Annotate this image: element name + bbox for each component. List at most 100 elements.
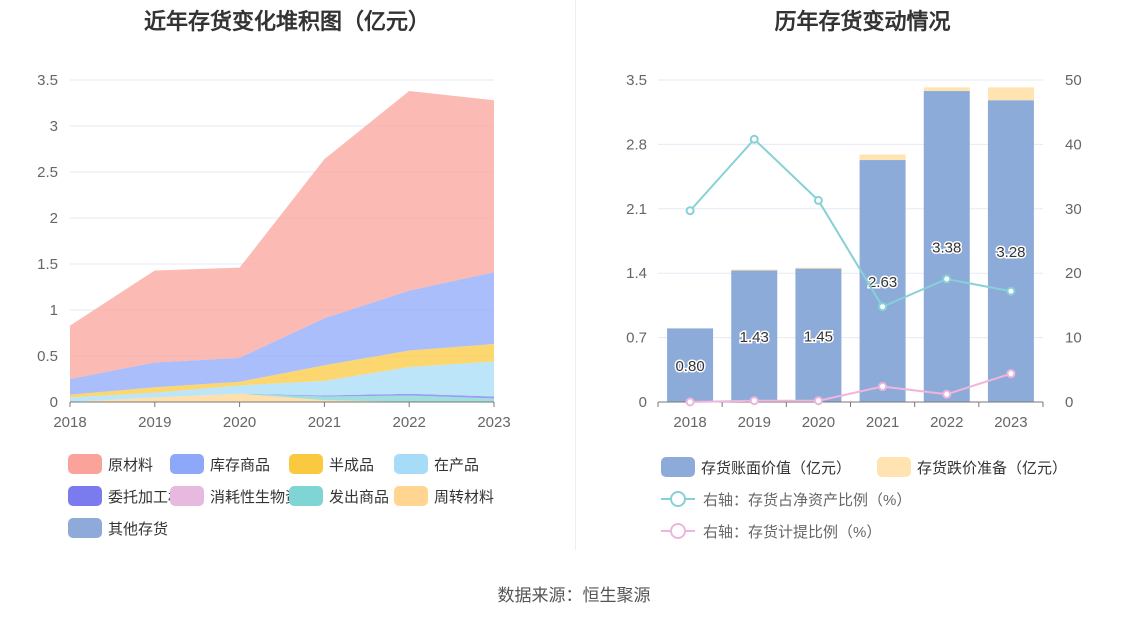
x-tick-label: 2020 [802, 414, 835, 431]
line-series-1 [690, 372, 1012, 403]
left-chart-panel: 近年存货变化堆积图（亿元） 0 0.5 1 1.5 2 2.5 3 3.5 2018 2019 20… [0, 0, 574, 560]
bar-data-label: 2.63 [868, 274, 897, 291]
bar-data-label: 0.80 [675, 358, 704, 375]
bar-data-label: 1.45 [804, 328, 833, 345]
bar-series-0 [795, 268, 842, 402]
bar-series-0 [987, 100, 1034, 403]
bar-series-0 [667, 328, 714, 402]
y-tick-label: 1.5 [37, 256, 58, 273]
legend-item[interactable]: 周转材料 [394, 485, 494, 507]
bar-series-0 [731, 270, 778, 402]
line-point [1006, 286, 1016, 296]
legend-label: 存货跌价准备（亿元） [917, 459, 1068, 477]
y2-tick-label: 50 [1065, 72, 1082, 89]
line-point [878, 302, 888, 312]
bar-line-combo-chart: 0 0.7 1.4 2.1 2.8 3.5 0 10 20 30 40 50 0.80 1.43 1.45 2… [626, 72, 1082, 431]
x-tick-label: 2021 [866, 414, 899, 431]
bar-series-1 [859, 154, 906, 161]
legend-swatch [661, 457, 695, 477]
x-tick-label: 2018 [53, 414, 86, 431]
area-series-6 [70, 344, 494, 398]
bar-series-1 [987, 87, 1034, 101]
legend-swatch [170, 486, 204, 506]
data-source-note: 数据来源：恒生聚源 [497, 586, 651, 605]
legend-item[interactable]: 存货账面价值（亿元） [661, 456, 851, 478]
x-tick-label: 2023 [477, 414, 510, 431]
right-chart-title: 历年存货变动情况 [774, 9, 951, 34]
y-tick-label: 1.4 [626, 265, 647, 282]
area-series-1 [70, 393, 494, 402]
legend-swatch [68, 486, 102, 506]
line-point [942, 389, 952, 399]
bar-series-0 [923, 91, 970, 402]
legend-swatch [289, 486, 323, 506]
x-tick-label: 2023 [994, 414, 1027, 431]
bar-series-1 [923, 87, 970, 92]
legend-item[interactable]: 其他存货 [68, 517, 168, 539]
line-point [813, 396, 823, 406]
y-tick-label: 0 [639, 394, 647, 411]
bar-data-label: 3.28 [996, 244, 1025, 261]
x-tick-label: 2020 [223, 414, 256, 431]
legend-label: 右轴：存货占净资产比例（%） [703, 491, 912, 509]
legend-item[interactable]: 消耗性生物资产 [170, 485, 315, 507]
legend-swatch [661, 521, 695, 541]
stacked-area-chart: 0 0.5 1 1.5 2 2.5 3 3.5 2018 2019 2020 2021 2022 2023 [37, 72, 511, 431]
legend-label: 存货账面价值（亿元） [701, 459, 852, 477]
panel-divider [575, 0, 576, 550]
area-series-7 [70, 272, 494, 395]
legend-label: 其他存货 [108, 520, 169, 538]
legend-marker [670, 523, 686, 539]
x-tick-label: 2018 [673, 414, 706, 431]
y2-tick-label: 40 [1065, 136, 1082, 153]
y-tick-label: 3.5 [626, 72, 647, 89]
legend-item[interactable]: 存货跌价准备（亿元） [877, 456, 1067, 478]
x-tick-label: 2022 [930, 414, 963, 431]
x-tick-label: 2019 [138, 414, 171, 431]
y-tick-label: 3.5 [37, 72, 58, 89]
y-tick-label: 0.7 [626, 330, 647, 347]
legend-swatch [170, 454, 204, 474]
y-tick-label: 2.1 [626, 201, 647, 218]
line-point [813, 195, 823, 205]
legend-label: 发出商品 [329, 488, 390, 506]
y2-tick-label: 30 [1065, 201, 1082, 218]
x-tick-label: 2022 [393, 414, 426, 431]
line-point [685, 397, 695, 407]
y2-tick-label: 20 [1065, 265, 1082, 282]
y-tick-label: 1 [50, 302, 58, 319]
legend-swatch [394, 454, 428, 474]
bar-series-1 [731, 269, 778, 271]
legend-item[interactable]: 半成品 [289, 453, 374, 475]
legend-swatch [661, 489, 695, 509]
legend-swatch [289, 454, 323, 474]
y2-tick-label: 10 [1065, 330, 1082, 347]
y-tick-label: 2.5 [37, 164, 58, 181]
y2-tick-label: 0 [1065, 394, 1073, 411]
legend-label: 周转材料 [434, 488, 495, 506]
legend-item[interactable]: 在产品 [394, 453, 479, 475]
line-series-0 [689, 137, 1012, 308]
line-point [749, 134, 759, 144]
legend-label: 原材料 [108, 456, 154, 474]
legend-marker [670, 491, 686, 507]
x-tick-label: 2019 [738, 414, 771, 431]
area-series-5 [70, 361, 494, 402]
legend-item[interactable]: 原材料 [68, 453, 153, 475]
area-series-0 [70, 393, 494, 402]
right-chart-panel: 历年存货变动情况 0 0.7 1.4 2.1 2.8 3.5 0 10 20 30 40 50 0.80… [577, 0, 1148, 560]
legend-item[interactable]: 右轴：存货占净资产比例（%） [661, 488, 911, 510]
line-point [942, 274, 952, 284]
legend-item[interactable]: 右轴：存货计提比例（%） [661, 520, 881, 542]
legend-item[interactable]: 库存商品 [170, 453, 270, 475]
legend-item[interactable]: 发出商品 [289, 485, 389, 507]
y-tick-label: 0.5 [37, 348, 58, 365]
legend-swatch [877, 457, 911, 477]
y-tick-label: 2.8 [626, 136, 647, 153]
y-tick-label: 2 [50, 210, 58, 227]
legend-swatch [394, 486, 428, 506]
legend-label: 在产品 [434, 456, 480, 474]
line-point [1006, 369, 1016, 379]
area-series-8 [70, 91, 494, 379]
legend-label: 库存商品 [210, 456, 271, 474]
